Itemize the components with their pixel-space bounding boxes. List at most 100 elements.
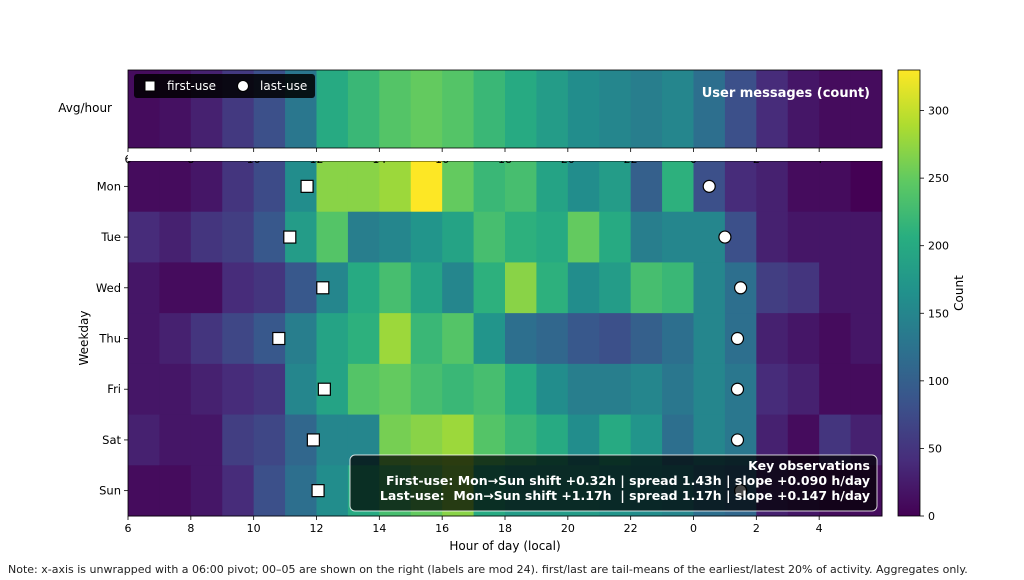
colorbar-tick-label: 200 <box>928 240 949 253</box>
heat-cell <box>159 465 192 517</box>
heat-cell <box>222 262 255 314</box>
first-use-marker <box>306 433 320 447</box>
heat-cell <box>662 161 694 213</box>
heat-cell <box>473 211 506 263</box>
x-tick-label: 6 <box>125 522 132 535</box>
heat-cell <box>536 211 569 263</box>
x-tick-label: 16 <box>435 522 449 535</box>
y-tick-label: Mon <box>97 179 121 193</box>
colorbar-tick-label: 50 <box>928 442 942 455</box>
heat-cell <box>505 262 537 314</box>
last-use-marker <box>730 382 745 396</box>
heat-cell <box>347 262 380 314</box>
avg-cell <box>316 70 349 148</box>
y-tick-label: Thu <box>98 332 121 346</box>
heat-cell <box>379 262 412 314</box>
heat-cell <box>347 313 380 365</box>
first-use-marker <box>283 230 297 244</box>
heat-cell <box>190 414 223 466</box>
y-tick-label: Sat <box>102 433 121 447</box>
panel-gap <box>128 153 882 161</box>
heat-cell <box>693 313 726 365</box>
heat-cell <box>536 262 569 314</box>
y-ticks: Mon Tue Wed Thu Fri Sat Sun <box>96 179 128 498</box>
avg-cell <box>410 70 443 148</box>
heat-cell <box>850 313 883 365</box>
heat-cell <box>819 363 852 416</box>
heat-cell <box>347 363 380 416</box>
heat-cell <box>379 211 412 263</box>
heat-cell <box>787 262 820 314</box>
avg-cell <box>850 70 883 148</box>
heat-cell <box>505 211 537 263</box>
heat-cell <box>128 313 160 365</box>
heat-cell <box>473 161 506 213</box>
avg-cell <box>379 70 412 148</box>
heat-cell <box>756 161 789 213</box>
colorbar-tick-label: 250 <box>928 172 949 185</box>
heat-cell <box>536 363 569 416</box>
colorbar-label: Count <box>952 275 966 311</box>
heat-cell <box>347 161 380 213</box>
heat-cell <box>536 161 569 213</box>
x-tick-label: 4 <box>816 522 823 535</box>
legend-first-use-marker <box>144 80 156 92</box>
avg-cell <box>536 70 569 148</box>
heat-cell <box>222 161 255 213</box>
heat-cell <box>693 363 726 416</box>
heat-cell <box>599 211 632 263</box>
colorbar: 0 50 100 150 200 250 300 Count <box>897 69 966 523</box>
heat-cell <box>442 262 475 314</box>
avg-cell <box>442 70 475 148</box>
heat-cell <box>316 211 349 263</box>
heat-cell <box>253 465 286 517</box>
key-observations-box: Key observations First-use: Mon→Sun shif… <box>349 454 878 512</box>
key-observations-last-use: Last-use: Mon→Sun shift +1.17h | spread … <box>380 488 870 503</box>
avg-cell <box>599 70 632 148</box>
avg-row-label: Avg/hour <box>58 101 112 115</box>
heat-cell <box>253 262 286 314</box>
heat-cell <box>536 313 569 365</box>
heat-cell <box>850 363 883 416</box>
heat-cell <box>473 313 506 365</box>
colorbar-tick-label: 0 <box>928 510 935 523</box>
x-tick-label: 20 <box>561 522 575 535</box>
heat-cell <box>662 313 694 365</box>
heat-cell <box>599 262 632 314</box>
heat-cell <box>819 313 852 365</box>
heat-cell <box>159 313 192 365</box>
heat-cell <box>567 262 600 314</box>
heat-cell <box>505 313 537 365</box>
colorbar-ticks: 0 50 100 150 200 250 300 <box>920 105 949 523</box>
heat-cell <box>850 211 883 263</box>
heat-cell <box>819 161 852 213</box>
heat-cell <box>222 211 255 263</box>
heat-cell <box>630 313 663 365</box>
heat-cell <box>599 313 632 365</box>
heat-cell <box>442 211 475 263</box>
heat-cell <box>128 211 160 263</box>
last-use-marker <box>730 331 745 346</box>
avg-panel-title: User messages (count) <box>702 86 870 101</box>
heat-cell <box>410 363 443 416</box>
x-tick-label: 22 <box>624 522 638 535</box>
avg-cell <box>819 70 852 148</box>
heat-cell <box>567 211 600 263</box>
x-tick-label: 2 <box>753 522 760 535</box>
heat-cell <box>316 313 349 365</box>
heat-cell <box>662 262 694 314</box>
y-tick-label: Wed <box>96 281 121 295</box>
heat-cell <box>630 262 663 314</box>
last-use-marker <box>718 230 732 244</box>
heat-cell <box>756 313 789 365</box>
colorbar-gradient <box>897 69 921 517</box>
heat-cell <box>410 313 443 365</box>
heat-cell <box>819 262 852 314</box>
heat-cell <box>128 161 160 213</box>
heat-cell <box>630 363 663 416</box>
first-use-marker <box>300 179 314 193</box>
heat-cell <box>473 363 506 416</box>
heat-cell <box>630 211 663 263</box>
heat-cell <box>190 363 223 416</box>
heat-cell <box>567 161 600 213</box>
